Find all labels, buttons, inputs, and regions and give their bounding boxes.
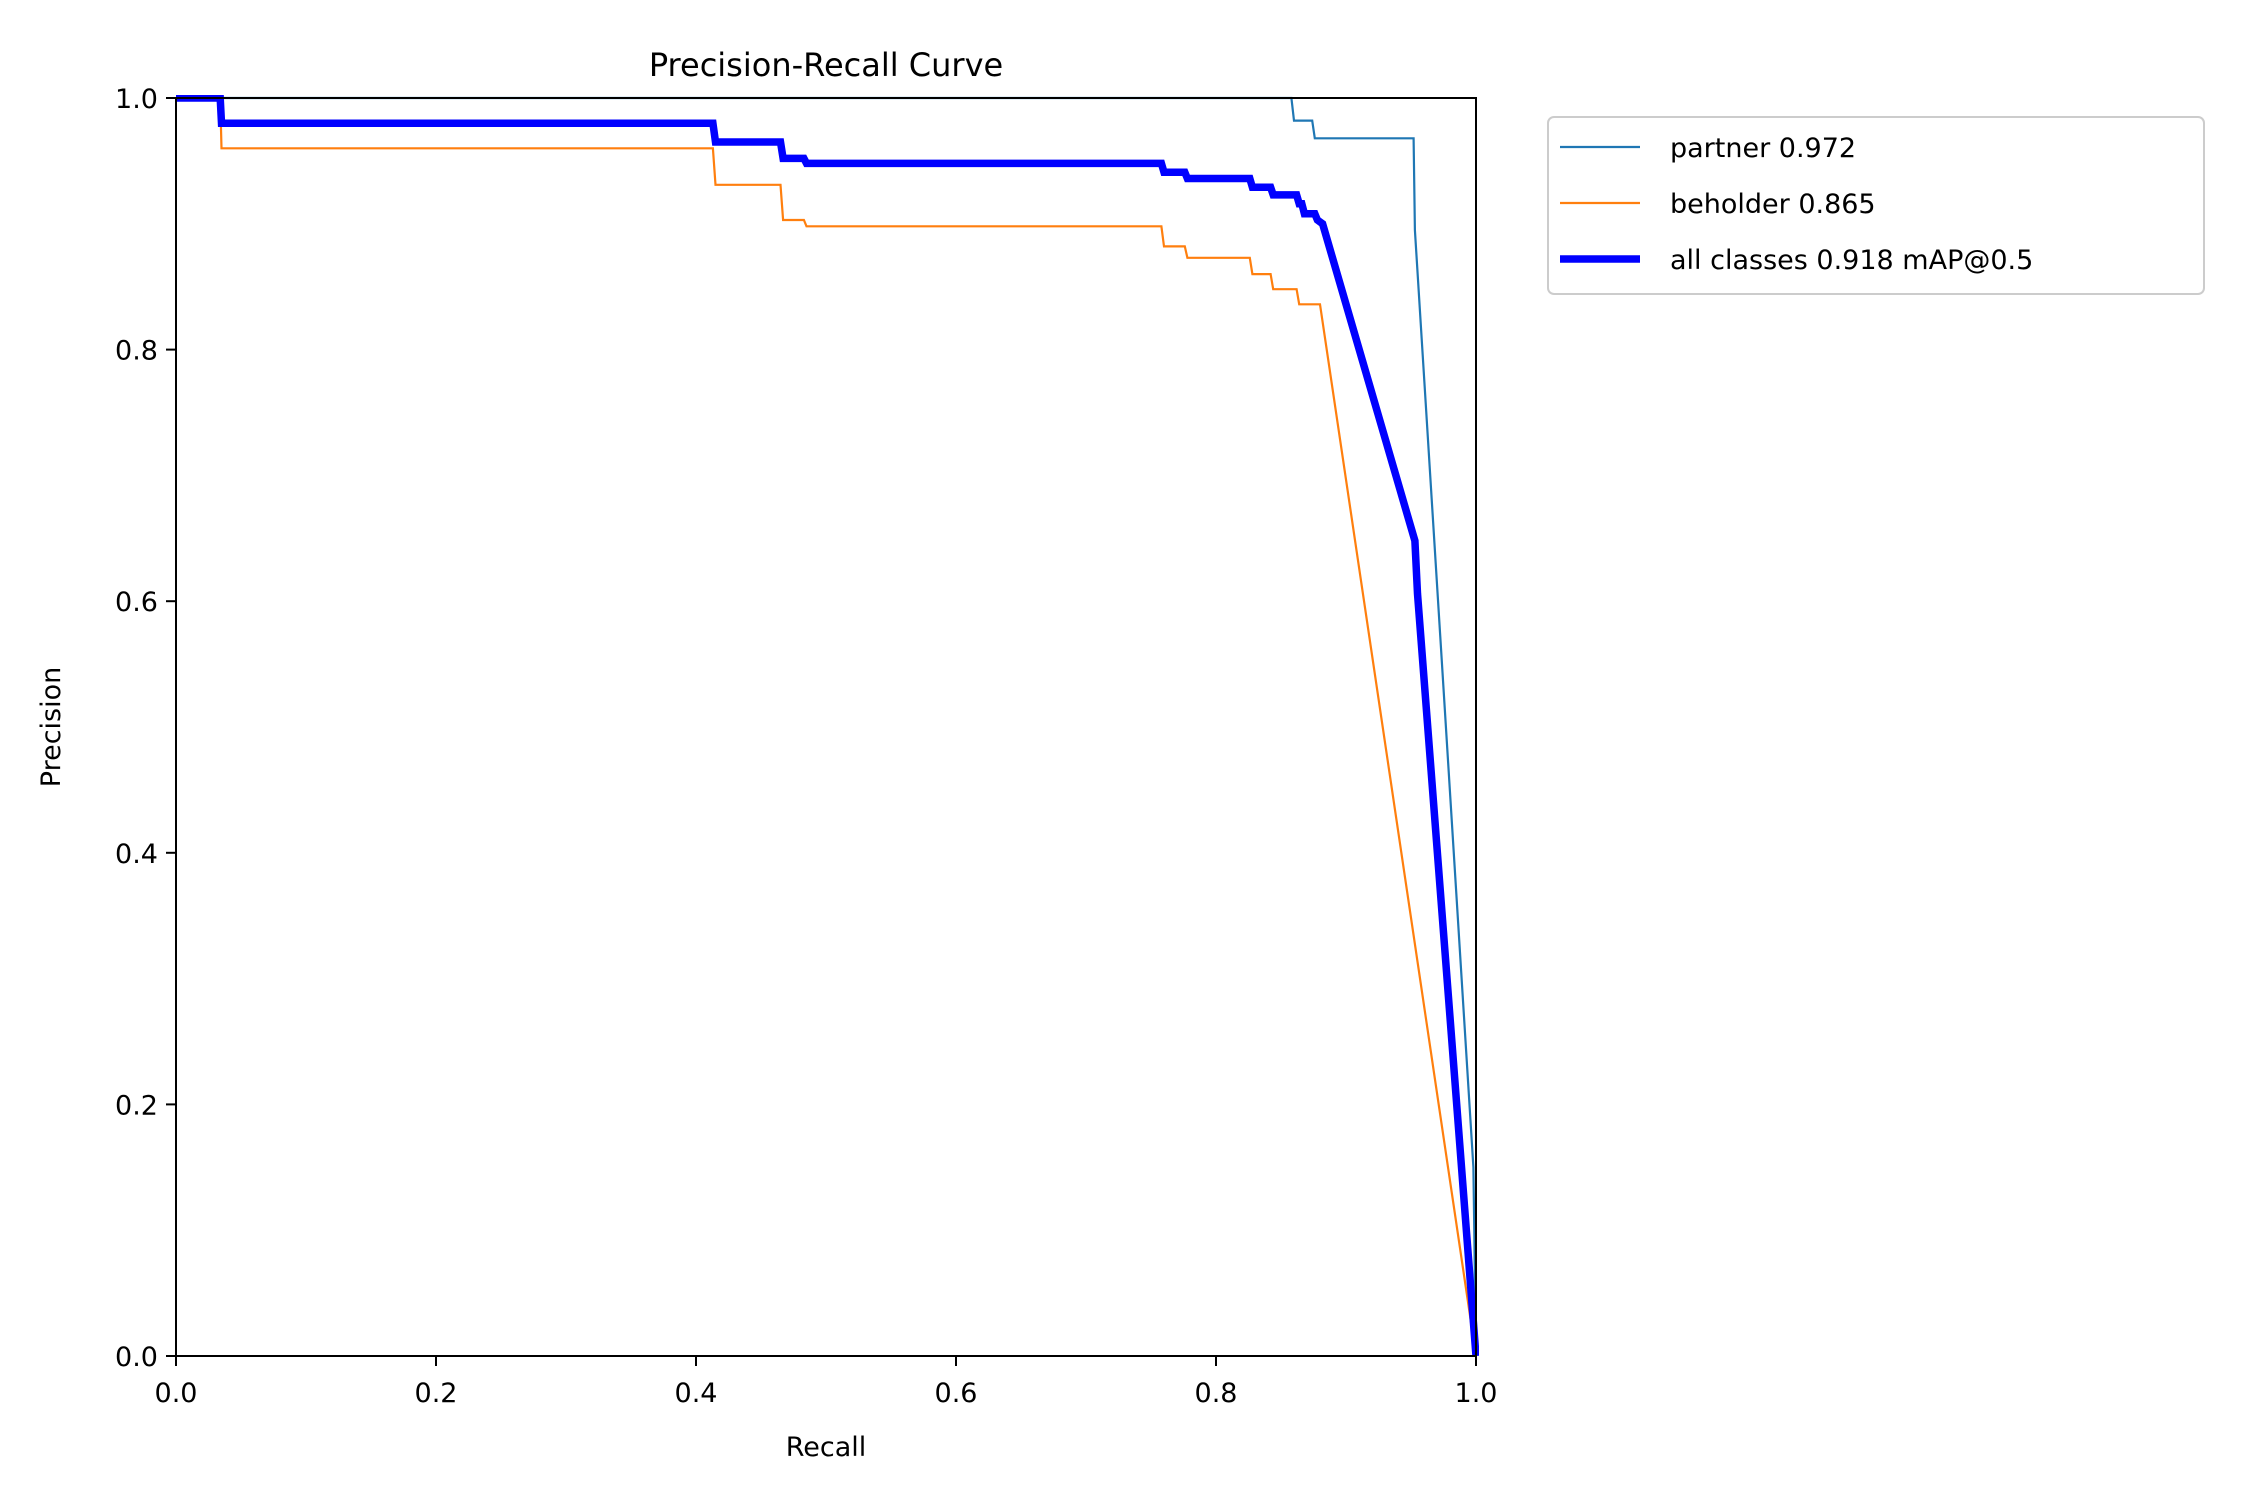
series-line-all-classes (176, 95, 1479, 1357)
y-axis-ticks: 0.0 0.2 0.4 0.6 0.8 1.0 (115, 84, 176, 1373)
legend: partner 0.972 beholder 0.865 all classes 0… (1547, 116, 2205, 295)
legend-label-beholder: beholder 0.865 (1670, 189, 1876, 220)
legend-label-all: all classes 0.918 mAP@0.5 (1670, 245, 2033, 276)
x-tick-label: 0.0 (155, 1378, 198, 1409)
y-tick-label: 0.0 (115, 1342, 158, 1373)
series-layer (176, 95, 1479, 1357)
x-tick-label: 0.2 (415, 1378, 458, 1409)
series-line-beholder (176, 96, 1478, 1357)
x-tick-label: 1.0 (1455, 1378, 1498, 1409)
x-tick-label: 0.4 (675, 1378, 718, 1409)
legend-label-partner: partner 0.972 (1670, 133, 1856, 164)
y-tick-label: 0.6 (115, 587, 158, 618)
y-axis-label: Precision (36, 667, 67, 787)
axes-frame (175, 97, 1477, 1357)
legend-box (1547, 116, 2205, 295)
series-line-partner (176, 96, 1478, 1357)
y-tick-label: 0.2 (115, 1090, 158, 1121)
x-axis-label: Recall (786, 1432, 867, 1463)
chart-title: Precision-Recall Curve (649, 46, 1003, 84)
x-tick-label: 0.8 (1195, 1378, 1238, 1409)
y-tick-label: 0.8 (115, 336, 158, 367)
x-axis-ticks: 0.0 0.2 0.4 0.6 0.8 1.0 (155, 1356, 1498, 1409)
y-tick-label: 0.4 (115, 839, 158, 870)
y-tick-label: 1.0 (115, 84, 158, 115)
x-tick-label: 0.6 (935, 1378, 978, 1409)
